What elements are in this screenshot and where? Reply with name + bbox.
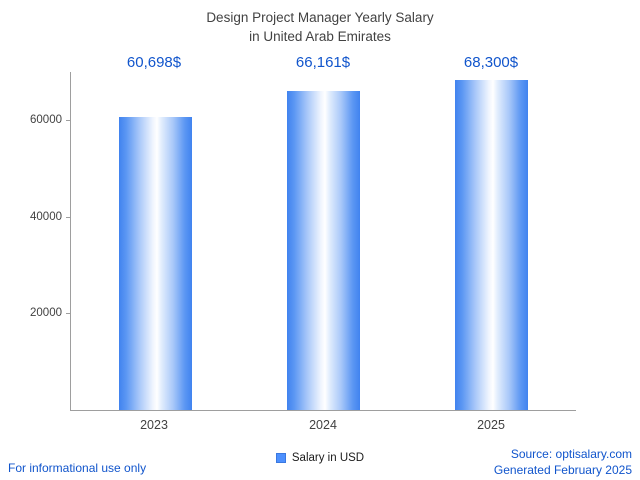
value-label-2024: 66,161$ — [295, 54, 351, 71]
y-axis-tick — [66, 120, 70, 121]
x-axis-label-2023: 2023 — [140, 418, 168, 432]
y-axis-tick — [66, 217, 70, 218]
generated-text: Generated February 2025 — [493, 463, 632, 477]
legend-swatch-icon — [275, 453, 286, 463]
source-block: Source: optisalary.com Generated Februar… — [494, 446, 632, 478]
chart-title-line2: in United Arab Emirates — [249, 29, 391, 44]
x-axis-label-2025: 2025 — [477, 418, 505, 432]
chart-title-line1: Design Project Manager Yearly Salary — [206, 10, 434, 25]
y-axis-tick — [66, 313, 70, 314]
legend: Salary in USD — [0, 452, 640, 464]
plot-area — [70, 72, 576, 411]
bar-2023 — [119, 117, 192, 410]
x-axis-label-2024: 2024 — [309, 418, 337, 432]
value-label-2025: 68,300$ — [463, 54, 519, 71]
legend-label: Salary in USD — [291, 452, 365, 464]
y-axis-label: 20000 — [30, 307, 62, 319]
bar-2025 — [455, 80, 528, 410]
bar-2024 — [287, 91, 360, 410]
disclaimer-text: For informational use only — [8, 461, 147, 475]
value-label-2023: 60,698$ — [126, 54, 182, 71]
y-axis-label: 40000 — [30, 211, 62, 223]
y-axis-label: 60000 — [30, 114, 62, 126]
chart-title: Design Project Manager Yearly Salary in … — [0, 8, 640, 46]
source-text: Source: optisalary.com — [510, 447, 632, 461]
